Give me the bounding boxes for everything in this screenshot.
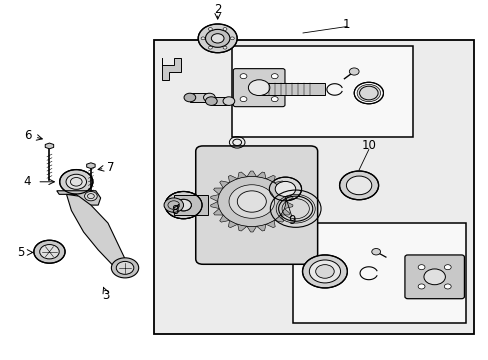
Polygon shape: [280, 188, 289, 194]
Circle shape: [248, 80, 269, 95]
Circle shape: [309, 260, 340, 283]
Polygon shape: [246, 226, 256, 232]
Bar: [293, 223, 466, 323]
Circle shape: [240, 96, 246, 102]
Circle shape: [228, 185, 274, 218]
Circle shape: [175, 199, 191, 211]
Circle shape: [275, 181, 295, 197]
Circle shape: [66, 174, 86, 189]
Circle shape: [116, 261, 134, 274]
Circle shape: [205, 30, 229, 47]
Circle shape: [198, 24, 237, 53]
Circle shape: [348, 68, 358, 75]
Circle shape: [271, 74, 278, 79]
Circle shape: [339, 171, 378, 200]
Polygon shape: [45, 143, 54, 149]
Text: 9: 9: [287, 214, 295, 227]
FancyBboxPatch shape: [233, 69, 285, 107]
FancyBboxPatch shape: [195, 146, 317, 264]
Circle shape: [203, 93, 215, 102]
Polygon shape: [86, 163, 95, 168]
Circle shape: [163, 198, 183, 212]
Polygon shape: [259, 84, 325, 95]
Polygon shape: [219, 215, 229, 222]
Polygon shape: [213, 188, 223, 194]
Circle shape: [164, 192, 202, 219]
Circle shape: [208, 46, 212, 49]
Text: 1: 1: [343, 18, 350, 31]
Circle shape: [217, 176, 285, 226]
Circle shape: [201, 37, 204, 40]
Circle shape: [230, 37, 234, 40]
Text: 2: 2: [213, 3, 221, 16]
Polygon shape: [265, 175, 275, 183]
Polygon shape: [173, 195, 207, 215]
Circle shape: [346, 176, 371, 195]
Circle shape: [183, 93, 195, 102]
Circle shape: [111, 258, 139, 278]
Text: 7: 7: [106, 161, 114, 174]
Circle shape: [271, 96, 278, 102]
Text: 10: 10: [361, 139, 375, 152]
Circle shape: [371, 248, 380, 255]
Circle shape: [269, 177, 301, 201]
Circle shape: [302, 255, 346, 288]
Polygon shape: [228, 220, 237, 228]
Polygon shape: [284, 202, 292, 208]
Polygon shape: [210, 194, 219, 202]
Circle shape: [223, 28, 226, 31]
Text: 8: 8: [171, 204, 179, 217]
Polygon shape: [256, 172, 265, 179]
Circle shape: [211, 34, 224, 43]
Circle shape: [40, 244, 59, 259]
Polygon shape: [66, 194, 130, 271]
Polygon shape: [273, 181, 284, 188]
Polygon shape: [237, 172, 246, 179]
Polygon shape: [228, 175, 237, 183]
Circle shape: [444, 284, 450, 289]
Circle shape: [237, 191, 266, 212]
Polygon shape: [256, 224, 265, 231]
Polygon shape: [210, 202, 219, 208]
Bar: [211, 97, 228, 105]
Circle shape: [84, 192, 97, 201]
Bar: [189, 93, 209, 102]
Circle shape: [417, 265, 424, 270]
Text: 6: 6: [24, 129, 31, 142]
Circle shape: [205, 97, 217, 105]
Circle shape: [444, 265, 450, 270]
Circle shape: [208, 28, 212, 31]
Polygon shape: [284, 194, 292, 202]
Bar: [154, 40, 473, 334]
Text: 5: 5: [18, 246, 25, 259]
Circle shape: [417, 284, 424, 289]
Bar: [232, 45, 412, 137]
Circle shape: [34, 240, 65, 263]
Polygon shape: [161, 58, 181, 80]
Polygon shape: [265, 220, 275, 228]
Text: 4: 4: [24, 175, 31, 188]
Polygon shape: [246, 171, 256, 177]
Polygon shape: [219, 181, 229, 188]
Polygon shape: [280, 208, 289, 215]
Polygon shape: [57, 191, 101, 205]
Polygon shape: [273, 215, 284, 222]
Text: 3: 3: [102, 289, 109, 302]
Circle shape: [315, 265, 333, 278]
Circle shape: [223, 97, 234, 105]
Circle shape: [240, 74, 246, 79]
Polygon shape: [213, 208, 223, 215]
FancyBboxPatch shape: [404, 255, 464, 299]
Circle shape: [423, 269, 445, 285]
Circle shape: [223, 46, 226, 49]
Polygon shape: [237, 224, 246, 231]
Circle shape: [60, 170, 93, 194]
Circle shape: [356, 85, 380, 102]
